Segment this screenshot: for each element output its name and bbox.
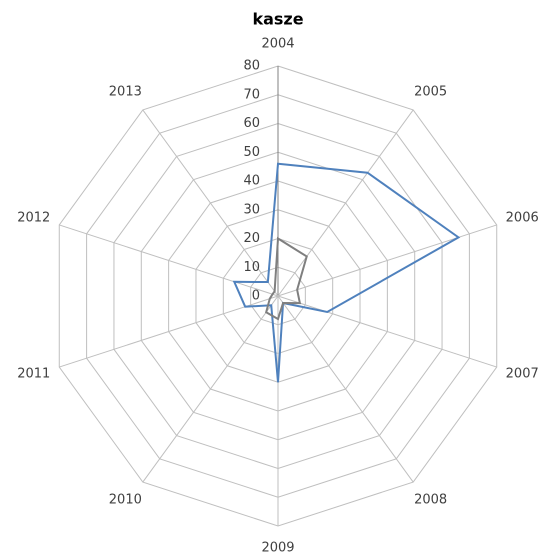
- series-line: [232, 162, 461, 383]
- radial-tick-label: 60: [243, 116, 260, 131]
- category-label: 2011: [17, 366, 50, 381]
- radial-tick-label: 0: [252, 289, 260, 304]
- spoke: [59, 295, 279, 368]
- spoke: [277, 295, 414, 483]
- chart-title: kasze: [252, 10, 303, 29]
- radial-tick-label: 40: [243, 174, 260, 189]
- spoke: [142, 109, 279, 297]
- category-label: 2007: [506, 366, 539, 381]
- spoke: [277, 295, 497, 368]
- radial-tick-label: 50: [243, 145, 260, 160]
- series-line: [265, 236, 308, 321]
- spoke: [277, 109, 414, 297]
- category-label: 2009: [261, 541, 294, 556]
- radial-tick-label: 20: [243, 231, 260, 246]
- radial-tick-label: 30: [243, 202, 260, 217]
- category-label: 2013: [109, 85, 142, 100]
- category-label: 2008: [414, 492, 447, 507]
- category-label: 2005: [414, 85, 447, 100]
- spoke: [142, 295, 279, 483]
- category-label: 2012: [17, 211, 50, 226]
- category-label: 2006: [506, 211, 539, 226]
- radial-tick-label: 70: [243, 87, 260, 102]
- category-label: 2010: [109, 492, 142, 507]
- spoke: [277, 224, 497, 297]
- radial-tick-label: 10: [243, 260, 260, 275]
- category-label: 2004: [261, 37, 294, 52]
- radial-tick-label: 80: [243, 59, 260, 74]
- spoke: [59, 224, 279, 297]
